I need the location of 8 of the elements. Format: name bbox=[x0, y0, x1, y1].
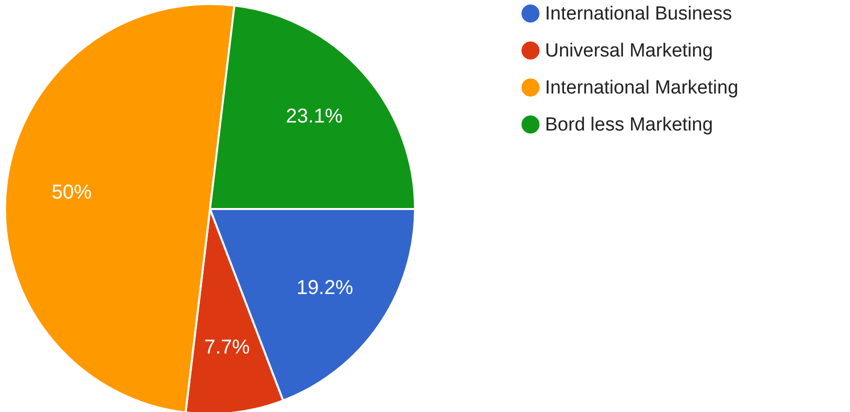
legend-label: International Business bbox=[545, 4, 732, 24]
data-label: 19.2% bbox=[296, 277, 354, 300]
legend-label: International Marketing bbox=[545, 78, 738, 98]
legend-label: Bord less Marketing bbox=[545, 114, 713, 136]
legend-label: Universal Marketing bbox=[545, 40, 713, 62]
data-label: 23.1% bbox=[286, 105, 343, 128]
data-label: 7.7% bbox=[204, 336, 250, 358]
data-label: 50% bbox=[52, 181, 92, 204]
